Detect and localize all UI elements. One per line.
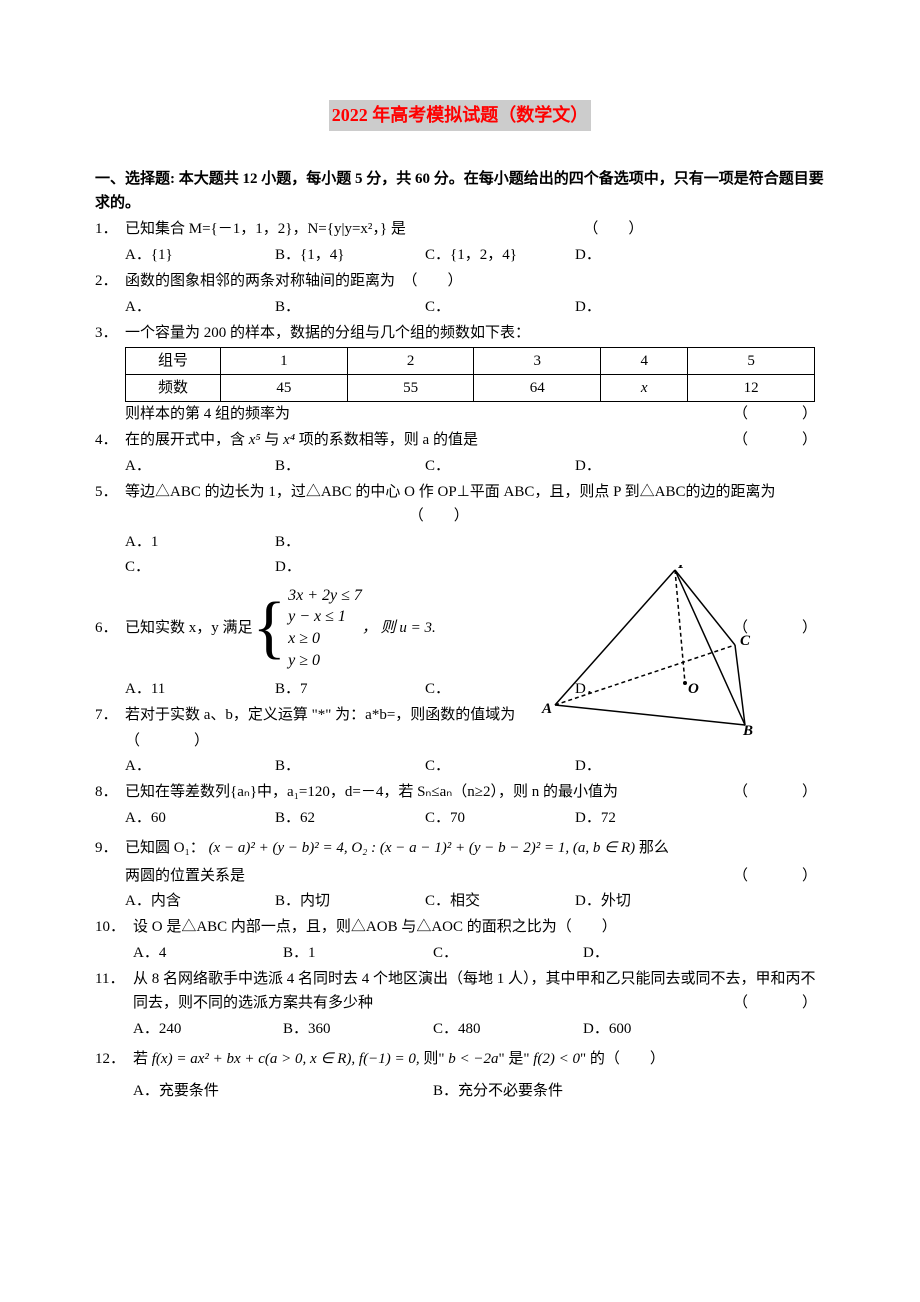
q9-opt-a: A．内含 [125, 889, 275, 913]
table-row: 组号 1 2 3 4 5 [126, 347, 815, 374]
svg-text:P: P [678, 565, 688, 572]
svg-text:B: B [742, 723, 753, 735]
q1-opt-d: D． [575, 243, 725, 267]
q5-opt-b: B． [275, 530, 425, 554]
q10-opt-d: D． [583, 941, 733, 965]
q11-opt-b: B．360 [283, 1017, 433, 1041]
q8-opt-c: C．70 [425, 806, 575, 830]
q7-options: A． B． C． D． [95, 754, 825, 778]
svg-text:C: C [740, 633, 751, 649]
q11-opt-a: A．240 [133, 1017, 283, 1041]
q1-options: A．{1} B．{1，4} C．{1，2，4} D． [95, 243, 825, 267]
question-1: 1． 已知集合 M={－1，1，2}，N={y|y=x²，} 是 （ ） [95, 217, 825, 241]
q1-opt-a: A．{1} [125, 243, 275, 267]
pyramid-figure: P A B C O [540, 565, 780, 735]
exam-title: 2022 年高考模拟试题（数学文） [329, 100, 592, 131]
q12-opt-b: B．充分不必要条件 [433, 1079, 733, 1103]
q5-opt-d: D． [275, 555, 425, 579]
q2-options: A． B． C． D． [95, 295, 825, 319]
question-2: 2． 函数的图象相邻的两条对称轴间的距离为 （ ） [95, 269, 825, 293]
q7-opt-d: D． [575, 754, 725, 778]
question-12: 12． 若 f(x) = ax² + bx + c(a > 0, x ∈ R),… [95, 1047, 825, 1071]
q5-opt-a: A．1 [125, 530, 275, 554]
svg-text:A: A [541, 701, 552, 717]
q2-opt-b: B． [275, 295, 425, 319]
q5-options: A．1 B． [95, 530, 825, 554]
q11-opt-d: D．600 [583, 1017, 733, 1041]
question-11: 11． 从 8 名网络歌手中选派 4 名同时去 4 个地区演出（每地 1 人），… [95, 967, 825, 1015]
q10-opt-c: C． [433, 941, 583, 965]
q9-opt-c: C．相交 [425, 889, 575, 913]
q6-opt-b: B．7 [275, 677, 425, 701]
q7-opt-a: A． [125, 754, 275, 778]
q10-options: A．4 B．1 C． D． [95, 941, 825, 965]
q11-options: A．240 B．360 C．480 D．600 [95, 1017, 825, 1041]
table-row: 频数 45 55 64 x 12 [126, 374, 815, 401]
q2-opt-c: C． [425, 295, 575, 319]
q11-opt-c: C．480 [433, 1017, 583, 1041]
q3-stem2: 则样本的第 4 组的频率为 （ ） [95, 402, 825, 426]
q7-opt-b: B． [275, 754, 425, 778]
q3-frequency-table: 组号 1 2 3 4 5 频数 45 55 64 x 12 [125, 347, 815, 402]
q9-options: A．内含 B．内切 C．相交 D．外切 [95, 889, 825, 913]
q8-opt-d: D．72 [575, 806, 725, 830]
question-9: 9． 已知圆 O₁： (x − a)² + (y − b)² = 4, O₂ :… [95, 836, 825, 860]
q12-opt-a: A．充要条件 [133, 1079, 433, 1103]
q4-options: A． B． C． D． [95, 454, 825, 478]
question-10: 10． 设 O 是△ABC 内部一点，且，则△AOB 与△AOC 的面积之比为（… [95, 915, 825, 939]
q5-opt-c: C． [125, 555, 275, 579]
q9-opt-b: B．内切 [275, 889, 425, 913]
svg-text:O: O [688, 681, 699, 697]
question-8: 8． 已知在等差数列{aₙ}中，a₁=120，d=－4，若 Sₙ≤aₙ（n≥2）… [95, 780, 825, 804]
question-3: 3． 一个容量为 200 的样本，数据的分组与几个组的频数如下表： [95, 321, 825, 345]
q4-opt-d: D． [575, 454, 725, 478]
section-1-heading: 一、选择题: 本大题共 12 小题，每小题 5 分，共 60 分。在每小题给出的… [95, 167, 825, 215]
q8-options: A．60 B．62 C．70 D．72 [95, 806, 825, 830]
q1-opt-c: C．{1，2，4} [425, 243, 575, 267]
question-5: 5． 等边△ABC 的边长为 1，过△ABC 的中心 O 作 OP⊥平面 ABC… [95, 480, 825, 528]
q12-options: A．充要条件 B．充分不必要条件 [95, 1079, 825, 1103]
q10-opt-b: B．1 [283, 941, 433, 965]
question-4: 4． 在的展开式中，含 x⁵ 与 x⁴ 项的系数相等，则 a 的值是 （ ） [95, 428, 825, 452]
q7-opt-c: C． [425, 754, 575, 778]
q2-opt-d: D． [575, 295, 725, 319]
q8-opt-b: B．62 [275, 806, 425, 830]
q8-opt-a: A．60 [125, 806, 275, 830]
q4-opt-c: C． [425, 454, 575, 478]
exam-page: 2022 年高考模拟试题（数学文） 一、选择题: 本大题共 12 小题，每小题 … [0, 0, 920, 1302]
q1-opt-b: B．{1，4} [275, 243, 425, 267]
q9-opt-d: D．外切 [575, 889, 725, 913]
q10-opt-a: A．4 [133, 941, 283, 965]
brace-system: { 3x + 2y ≤ 7 y − x ≤ 1 x ≥ 0 y ≥ 0 [253, 585, 362, 671]
q4-opt-b: B． [275, 454, 425, 478]
title-wrap: 2022 年高考模拟试题（数学文） [95, 100, 825, 161]
q6-opt-a: A．11 [125, 677, 275, 701]
q2-opt-a: A． [125, 295, 275, 319]
q4-opt-a: A． [125, 454, 275, 478]
